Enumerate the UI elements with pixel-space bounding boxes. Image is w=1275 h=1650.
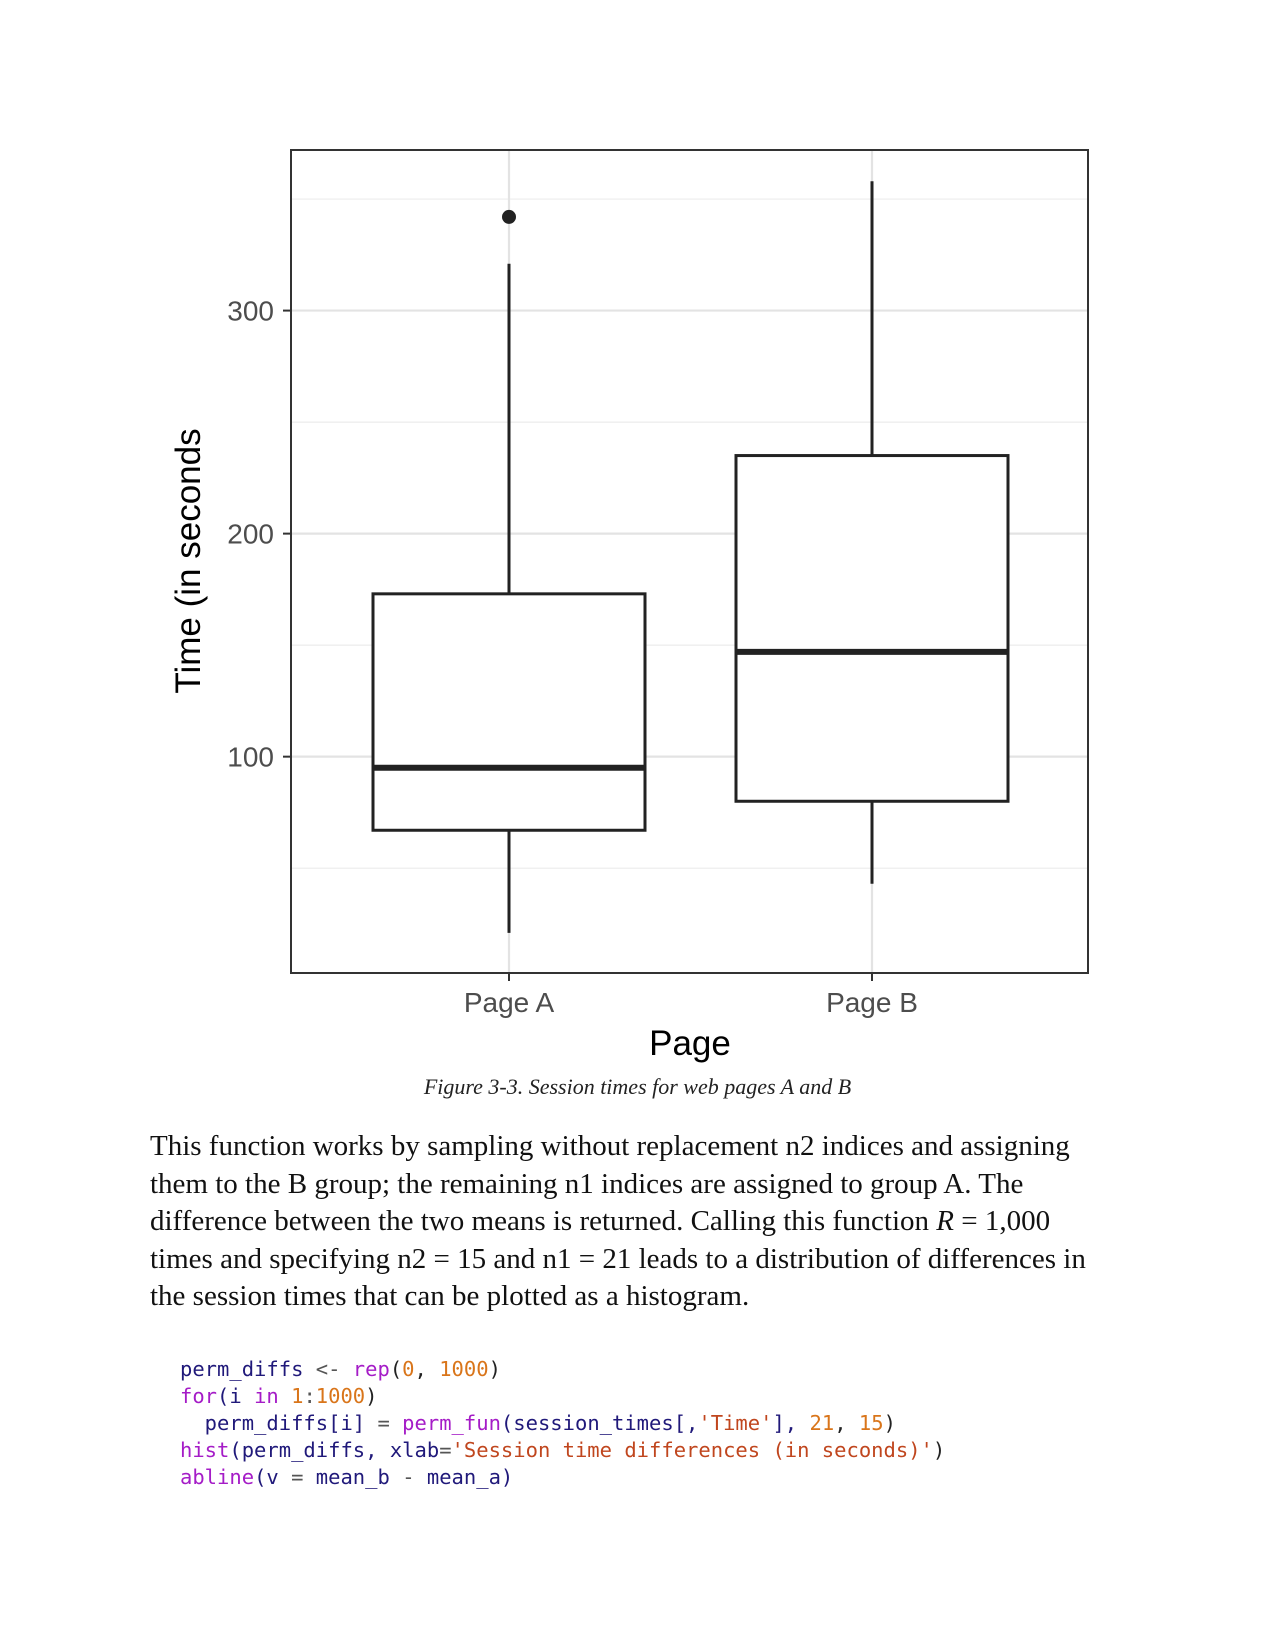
code-token: perm_diffs: [180, 1357, 304, 1381]
code-token: ],: [772, 1411, 810, 1435]
code-token: ,: [414, 1357, 440, 1381]
box-page-a: [371, 209, 647, 933]
code-token: :: [303, 1384, 316, 1408]
code-token: ): [365, 1384, 378, 1408]
code-token: 'Session time differences (in seconds)': [451, 1438, 933, 1462]
figure-caption: Figure 3-3. Session times for web pages …: [423, 1074, 852, 1099]
code-token: (v: [254, 1465, 292, 1489]
paragraph-line: This function works by sampling without …: [150, 1130, 1070, 1162]
iqr-box: [371, 592, 647, 832]
code-token: (i: [217, 1384, 255, 1408]
code-token: rep: [352, 1357, 390, 1381]
code-line: perm_diffs <- rep(0, 1000): [180, 1357, 501, 1381]
code-token: in: [254, 1384, 279, 1408]
y-axis-title: Time (in seconds: [169, 428, 208, 693]
code-token: ): [883, 1411, 896, 1435]
y-tick-label-300: 300: [227, 296, 274, 327]
code-token: [390, 1411, 402, 1435]
code-token: [279, 1384, 291, 1408]
code-token: 0: [402, 1357, 415, 1381]
code-token: (: [389, 1357, 403, 1381]
paragraph-text: = 1,000: [953, 1205, 1051, 1237]
code-token: 1000: [439, 1357, 489, 1381]
code-token: 21: [809, 1411, 835, 1435]
iqr-box: [734, 454, 1010, 803]
x-axis-title: Page: [649, 1024, 731, 1063]
x-tick-label-page-b: Page B: [826, 987, 918, 1018]
code-token: 1000: [315, 1384, 366, 1408]
code-token: <-: [303, 1357, 353, 1381]
paragraph-line: them to the B group; the remaining n1 in…: [150, 1167, 1024, 1200]
code-token: ,: [834, 1411, 859, 1435]
code-token: mean_a): [414, 1465, 514, 1489]
box-page-b: [734, 181, 1010, 884]
code-token: for: [180, 1384, 218, 1408]
code-token: ): [932, 1438, 946, 1462]
code-token: ): [488, 1357, 501, 1381]
code-token: mean_b: [303, 1465, 403, 1489]
code-token: 1: [291, 1384, 304, 1408]
panel-border: [290, 149, 1089, 974]
paragraph-line: times and specifying n2 = 15 and n1 = 21…: [150, 1242, 1086, 1275]
body-paragraph: This function works by sampling without …: [150, 1128, 1135, 1316]
code-token: perm_fun: [402, 1411, 501, 1435]
variable-r: R: [936, 1205, 954, 1237]
box-layer: [371, 181, 1010, 933]
code-token: -: [402, 1465, 415, 1489]
code-token: 'Time': [698, 1411, 773, 1435]
code-block: perm_diffs <- rep(0, 1000) for(i in 1:10…: [180, 1356, 945, 1491]
code-line: for(i in 1:1000): [180, 1384, 378, 1408]
outlier-point: [502, 209, 516, 224]
paragraph-line: difference between the two means is retu…: [150, 1203, 1135, 1241]
code-token: 15: [858, 1411, 884, 1435]
code-token: hist: [180, 1438, 230, 1462]
code-line: hist(perm_diffs, xlab='Session time diff…: [180, 1438, 945, 1462]
code-token: =: [291, 1465, 304, 1489]
code-token: abline: [180, 1465, 255, 1489]
paragraph-line: the session times that can be plotted as…: [150, 1280, 750, 1312]
code-line: abline(v = mean_b - mean_a): [180, 1465, 513, 1489]
y-tick-label-200: 200: [227, 519, 274, 550]
code-token: =: [377, 1411, 390, 1435]
code-token: (session_times[,: [500, 1411, 699, 1435]
y-tick-label-100: 100: [227, 742, 274, 773]
x-tick-label-page-a: Page A: [464, 987, 555, 1018]
code-line: perm_diffs[i] = perm_fun(session_times[,…: [180, 1411, 896, 1435]
boxplot-chart: 300 200 100 Page A Page B Page Time (in …: [169, 149, 1089, 1063]
code-token: (perm_diffs, xlab: [229, 1438, 440, 1462]
code-token: =: [439, 1438, 452, 1462]
axis-ticks: [283, 309, 873, 981]
paragraph-text: difference between the two means is retu…: [150, 1205, 937, 1237]
code-token: perm_diffs[i]: [180, 1411, 378, 1435]
